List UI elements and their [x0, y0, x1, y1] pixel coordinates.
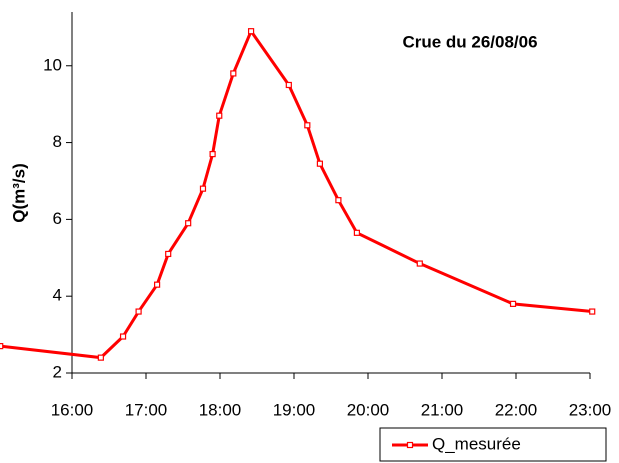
point-marker [509, 300, 517, 307]
x-tick-label: 22:00 [495, 400, 538, 419]
point-marker [589, 308, 596, 315]
x-tick-label: 20:00 [347, 400, 390, 419]
point-marker [304, 122, 311, 129]
point-marker [199, 185, 207, 192]
point-marker [185, 220, 192, 227]
x-tick-label: 18:00 [199, 400, 242, 419]
point-marker [119, 333, 127, 340]
x-tick-label: 21:00 [421, 400, 464, 419]
point-marker [97, 354, 104, 361]
point-marker [416, 260, 423, 267]
y-tick-label: 6 [53, 209, 62, 228]
point-marker [285, 81, 292, 89]
legend-label: Q_mesurée [432, 434, 521, 453]
y-tick-label: 4 [53, 286, 62, 305]
y-axis-label: Q(m³/s) [9, 163, 28, 223]
x-tick-label: 16:00 [51, 400, 94, 419]
y-tick-label: 10 [43, 55, 62, 74]
point-marker [209, 150, 216, 158]
x-tick-label: 23:00 [569, 400, 612, 419]
series-line [0, 28, 593, 360]
point-marker [247, 28, 255, 35]
point-marker [0, 343, 4, 350]
point-marker [165, 250, 172, 258]
legend-marker [406, 441, 414, 449]
point-marker [216, 112, 223, 119]
y-tick-label: 2 [53, 362, 62, 381]
chart-title: Crue du 26/08/06 [402, 32, 537, 51]
y-tick-label: 8 [53, 132, 62, 151]
point-marker [135, 308, 142, 315]
x-tick-label: 19:00 [273, 400, 316, 419]
x-tick-label: 17:00 [125, 400, 168, 419]
point-marker [335, 197, 342, 204]
point-marker [316, 160, 323, 167]
point-marker [154, 281, 161, 288]
point-marker [230, 70, 237, 77]
point-marker [353, 229, 360, 236]
